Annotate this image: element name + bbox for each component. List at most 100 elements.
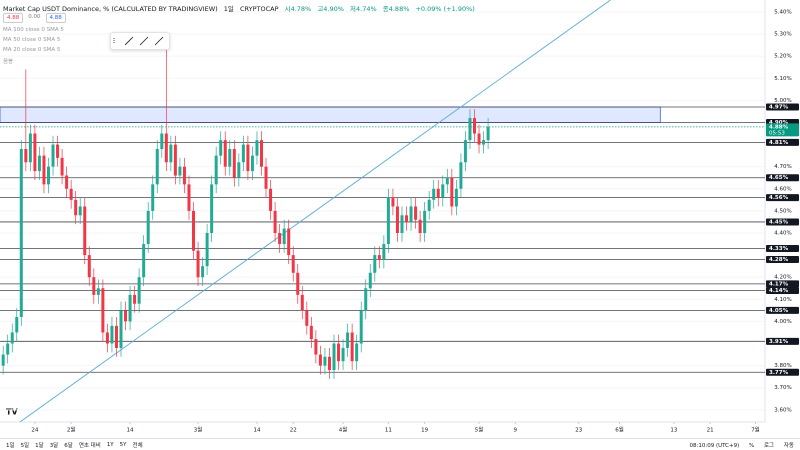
sell-button[interactable]: 4.88 [3,13,24,23]
candle-body [441,184,445,198]
candle-body [119,310,123,348]
candle-body [228,148,232,167]
candle-body [355,343,359,362]
candle-body [278,232,282,245]
candle-body [105,332,109,344]
range-button[interactable]: 5Y [119,442,127,448]
buy-button[interactable]: 4.88 [45,13,66,23]
candle-body [468,118,472,141]
candle-body [486,126,490,141]
candle-body [454,188,458,207]
level-label: 4.17% [769,281,789,287]
chart: TV 5.40% 5.30% 5.20% 5.10% 5.00% 4.70% 4.60% 4.… [0,0,799,434]
log-button[interactable]: 로그 [764,443,775,449]
range-button[interactable]: 1일 [6,443,15,449]
candle-body [237,162,241,178]
candle-body [232,148,236,178]
candle-body [323,356,327,366]
level-label: 4.65% [769,175,789,181]
candle-body [445,177,449,185]
drawing-toolbar [110,32,170,50]
y-tick-label: 3.80% [774,363,791,369]
ohlc-low: 저4.74% [350,5,377,13]
candle-body [182,166,186,185]
candle-body [42,155,46,185]
candle-body [463,140,467,163]
indicator[interactable]: MA 20 close 0 SMA 5 [3,47,61,53]
candle-body [142,244,146,278]
candle-body [264,166,268,189]
ohlc-close: 종4.88% [382,5,410,13]
indicator[interactable]: 음봉 [3,59,14,65]
indicator[interactable]: MA 50 close 0 SMA 5 [3,37,61,43]
candle-body [359,310,363,344]
indicator[interactable]: MA 100 close 0 SMA 5 [3,27,64,33]
x-tick-label: 13 [670,428,677,434]
candle-body [364,288,368,311]
level-label: 4.28% [769,257,789,263]
level-label: 3.77% [769,370,789,376]
candle-body [368,272,372,289]
level-label: 4.81% [769,140,789,146]
candle-body [296,272,300,295]
y-tick-label: 4.40% [774,230,791,236]
candle-body [15,316,19,333]
x-tick-label: 14 [127,428,134,434]
last-price-label: 4.88% [769,124,789,130]
candle-body [436,188,440,198]
x-tick-label: 19 [421,428,428,434]
candle-body [423,210,427,233]
source: CRYPTOCAP [239,5,279,13]
x-tick-label: 4월 [339,426,348,434]
logo: TV [6,408,18,417]
x-tick-label: 6월 [615,426,624,434]
candle-body [395,206,399,233]
x-tick-label: 22 [290,428,297,434]
candle-body [314,339,318,355]
candle-body [350,332,354,362]
candle-body [196,250,200,278]
ohlc-open: 시4.78% [284,5,312,13]
y-tick-label: 4.70% [774,164,791,170]
candle-body [405,215,409,222]
candle-body [482,140,486,145]
candle-body [160,133,164,149]
candle-body [337,343,341,362]
bottom-toolbar: 1일 5일 1달 3달 6달 연초 대비 1Y 5Y 전체 08:10:09 (… [0,438,800,450]
range-button[interactable]: 연초 대비 [78,443,101,449]
trend-tool[interactable] [124,36,134,46]
range-button[interactable]: 1Y [106,442,114,448]
level-label: 4.56% [769,195,789,201]
range-button[interactable]: 3달 [49,443,59,449]
candle-body [151,184,155,211]
range-button[interactable]: 5일 [20,443,30,449]
candle-body [87,255,91,278]
candle-body [56,144,60,158]
level-label-bg [766,280,799,288]
tool-icons [113,36,164,46]
x-tick-label: 23 [575,428,582,434]
range-button[interactable]: 6달 [64,443,73,449]
ohlc-change: +0.09% (+1.90%) [415,5,475,13]
candle-body [259,140,263,167]
candle-body [155,148,159,185]
x-tick-label: 11 [385,428,392,434]
range-button[interactable]: 전체 [132,443,143,449]
percent-button[interactable]: % [749,443,755,449]
candle-body [219,140,223,156]
candle-body [273,210,277,233]
auto-button[interactable]: 자동 [783,443,794,449]
range-button[interactable]: 1달 [35,443,44,449]
candle-body [332,343,336,371]
level-label: 3.91% [769,339,789,345]
candle-body [400,215,404,233]
arrow-tool[interactable] [154,36,164,46]
candle-body [291,255,295,273]
candle-body [169,144,173,163]
level-label: 4.05% [769,308,789,314]
candle-body [223,140,227,167]
candle-body [10,332,14,344]
level-label-bg [766,174,799,182]
ray-tool[interactable] [139,36,149,46]
